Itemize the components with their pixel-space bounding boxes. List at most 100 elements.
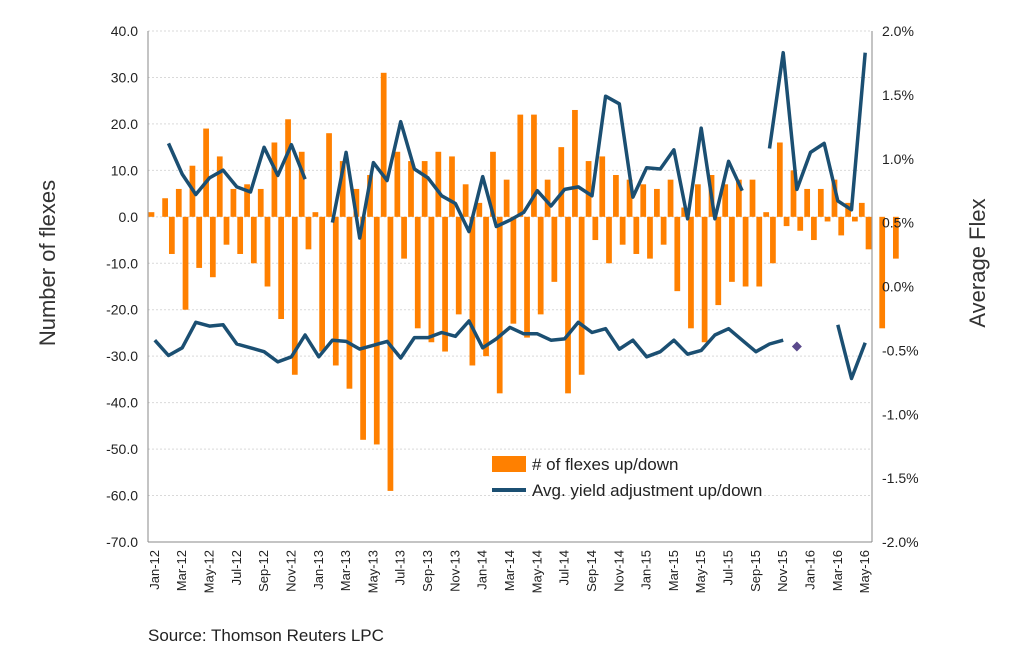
line-yield-down [153,319,784,364]
bar-up [162,198,168,217]
x-tick-label: Sep-14 [584,550,599,592]
y-left-tick-label: -20.0 [106,302,138,318]
bar-series [148,72,899,491]
y-left-tick-label: -40.0 [106,395,138,411]
x-tick-label: May-12 [201,550,216,593]
bar-down [237,216,244,254]
x-tick-label: Mar-13 [338,550,353,591]
legend-bars-label: # of flexes up/down [532,455,678,474]
bar-down [565,216,571,394]
legend-bars-swatch [492,456,526,472]
bar-down [688,216,694,329]
bar-up [858,202,865,217]
x-tick-label: Jul-12 [229,550,244,585]
axes [147,31,873,543]
bar-down [455,216,462,315]
x-tick-label: May-16 [857,550,872,593]
bar-down [811,216,817,241]
bar-down [592,216,599,241]
x-tick-label: Mar-14 [502,550,517,591]
bar-down [209,216,216,278]
bar-down [892,216,899,259]
y-right-tick-label: 0.0% [882,279,914,295]
y-left-tick-label: -10.0 [106,255,138,271]
bar-up [408,161,414,217]
bar-up [503,179,510,217]
bar-down [319,216,325,352]
x-tick-label: Jan-12 [147,550,162,590]
y-left-tick-label: 10.0 [111,162,138,178]
bar-up [667,179,674,217]
bar-down [510,216,517,324]
bar-down [537,216,544,315]
bar-up [776,142,783,217]
x-tick-label: Mar-12 [174,550,189,591]
y-left-axis-title: Number of flexes [35,180,60,346]
bar-up [216,156,223,217]
bar-up [203,128,209,217]
bar-down [660,216,667,245]
y-left-tick-label: 20.0 [111,116,138,132]
x-tick-label: Jan-13 [311,550,326,590]
x-tick-label: Nov-12 [283,550,298,592]
line-yield-up [330,94,744,240]
x-tick-label: May-15 [693,550,708,593]
bar-down [701,216,708,343]
bar-down [332,216,339,366]
bar-down [606,216,612,264]
x-tick-label: Nov-15 [775,550,790,592]
bar-down [168,216,175,254]
bar-down [223,216,230,245]
y-right-axis-title: Average Flex [965,198,990,327]
bar-up [817,188,824,217]
y-left-tick-label: 30.0 [111,69,138,85]
bar-up [353,188,360,217]
bar-up [544,179,551,217]
bar-up [695,184,701,217]
bar-down [619,216,626,245]
bar-down [483,216,489,357]
bar-up [763,212,770,217]
bar-up [531,114,537,217]
bar-down [196,216,203,268]
line-series [153,50,867,381]
y-left-tick-label: -60.0 [106,488,138,504]
bar-up [175,188,182,217]
y-right-tick-label: -2.0% [882,534,919,550]
bar-up [845,202,852,217]
bar-up [804,188,811,217]
bar-down [729,216,735,282]
bar-up [326,133,332,217]
bar-up [681,207,688,217]
bar-up [394,151,401,217]
x-tick-label: Sep-13 [420,550,435,592]
x-tick-label: Jan-14 [475,550,490,590]
source-note: Source: Thomson Reuters LPC [148,626,384,645]
y-right-tick-label: -1.5% [882,470,919,486]
x-tick-label: Jul-15 [721,550,736,585]
bar-up [476,202,483,217]
bar-up [380,72,387,217]
line-marker [791,341,802,352]
bar-up [298,151,305,217]
bar-up [367,175,373,217]
bar-down [783,216,790,227]
bar-up [613,175,619,217]
line-yield-up [767,50,867,212]
bar-down [250,216,257,264]
bar-up [831,179,838,217]
bar-up [626,179,633,217]
x-tick-label: Jul-14 [557,550,572,585]
bar-down [182,216,189,310]
y-right-tick-label: 1.0% [882,151,914,167]
y-right-tick-label: 1.5% [882,87,914,103]
bar-down [879,216,886,329]
x-tick-label: Mar-15 [666,550,681,591]
bar-up [230,188,237,217]
bar-down [305,216,312,250]
bar-up [654,188,660,217]
bar-up [449,156,455,217]
bar-up [421,161,428,217]
bar-up [558,147,565,217]
